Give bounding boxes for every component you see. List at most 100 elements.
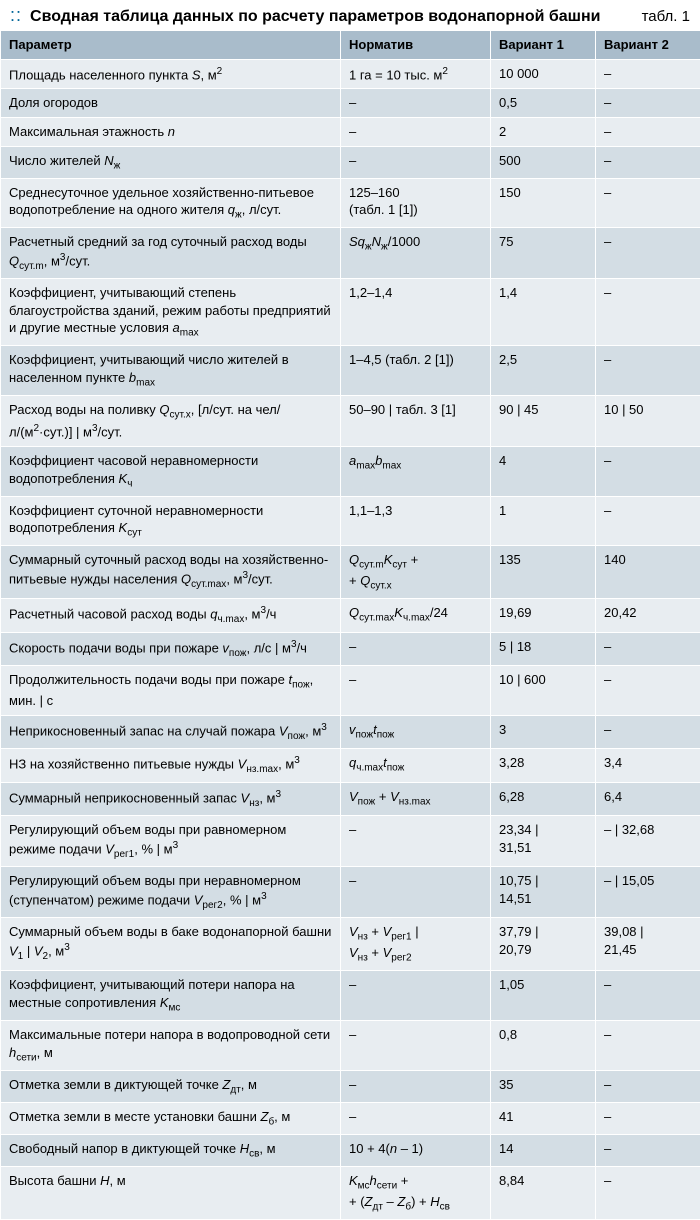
cell-norm: Kмсhсети ++ (Zдт – Zб) + Hсв [341,1166,491,1219]
cell-v1: 150 [491,178,596,228]
cell-norm: 1,1–1,3 [341,496,491,546]
cell-v2: – [596,715,700,748]
cell-param: Расчетный средний за год суточный расход… [1,228,341,279]
cell-v1: 2 [491,117,596,146]
cell-norm: Vпож + Vнз.max [341,782,491,815]
cell-v2: – [596,146,700,178]
cell-v1: 3 [491,715,596,748]
table-row: Отметка земли в диктующей точке Zдт, м–3… [1,1070,700,1102]
cell-v2: 3,4 [596,749,700,782]
cell-v1: 14 [491,1134,596,1166]
cell-v2: – [596,117,700,146]
cell-norm: – [341,867,491,918]
table-row: Регулирующий объем воды при равномерном … [1,816,700,867]
cell-v1: 6,28 [491,782,596,815]
cell-v2: – | 15,05 [596,867,700,918]
cell-v1: 41 [491,1102,596,1134]
cell-param: Отметка земли в диктующей точке Zдт, м [1,1070,341,1102]
cell-v2: – [596,59,700,89]
table-row: Коэффициент, учитывающий потери напора н… [1,971,700,1021]
cell-norm: – [341,1021,491,1071]
cell-v1: 2,5 [491,346,596,396]
cell-v1: 5 | 18 [491,632,596,665]
cell-v2: – [596,1070,700,1102]
caption-title: Сводная таблица данных по расчету параме… [30,8,642,26]
cell-v2: – [596,971,700,1021]
table-row: Максимальная этажность n–2– [1,117,700,146]
col-header-param: Параметр [1,31,341,60]
cell-param: Высота башни H, м [1,1166,341,1219]
caption-tag: табл. 1 [642,8,690,25]
cell-v2: – [596,447,700,497]
cell-norm: SqжNж/1000 [341,228,491,279]
cell-v1: 37,79 |20,79 [491,918,596,971]
table-row: Расход воды на поливку Qсут.x, [л/сут. н… [1,396,700,447]
table-row: Отметка земли в месте установки башни Zб… [1,1102,700,1134]
table-row: Коэффициент суточной неравномерности вод… [1,496,700,546]
cell-v1: 500 [491,146,596,178]
cell-v1: 135 [491,546,596,599]
cell-norm: qч.maxtпож [341,749,491,782]
cell-norm: – [341,632,491,665]
table-row: Расчетный средний за год суточный расход… [1,228,700,279]
cell-v1: 4 [491,447,596,497]
cell-param: Неприкосновенный запас на случай пожара … [1,715,341,748]
cell-norm: Qсут.mKсут ++ Qсут.x [341,546,491,599]
cell-norm: – [341,816,491,867]
cell-param: Коэффициент часовой неравномерности водо… [1,447,341,497]
cell-v2: – [596,228,700,279]
table-row: Коэффициент часовой неравномерности водо… [1,447,700,497]
cell-param: Коэффициент суточной неравномерности вод… [1,496,341,546]
table-row: Высота башни H, мKмсhсети ++ (Zдт – Zб) … [1,1166,700,1219]
table-row: Скорость подачи воды при пожаре vпож, л/… [1,632,700,665]
cell-v1: 35 [491,1070,596,1102]
col-header-norm: Норматив [341,31,491,60]
cell-norm: Vнз + Vрег1 |Vнз + Vрег2 [341,918,491,971]
table-row: Продолжительность подачи воды при пожаре… [1,666,700,716]
table-row: Суммарный неприкосновенный запас Vнз, м3… [1,782,700,815]
cell-v1: 75 [491,228,596,279]
cell-norm: amaxbmax [341,447,491,497]
data-table: Параметр Норматив Вариант 1 Вариант 2 Пл… [0,30,700,1220]
cell-param: Среднесуточное удельное хозяйственно-пит… [1,178,341,228]
cell-v2: – | 32,68 [596,816,700,867]
cell-v2: – [596,1102,700,1134]
cell-v2: – [596,1021,700,1071]
table-row: Коэффициент, учитывающий число жителей в… [1,346,700,396]
cell-v2: 20,42 [596,599,700,632]
cell-param: Суммарный суточный расход воды на хозяйс… [1,546,341,599]
cell-v1: 1,4 [491,279,596,346]
cell-norm: vпожtпож [341,715,491,748]
cell-param: Расчетный часовой расход воды qч.max, м3… [1,599,341,632]
table-row: Коэффициент, учитывающий степень благоус… [1,279,700,346]
cell-norm: 1–4,5 (табл. 2 [1]) [341,346,491,396]
col-header-v2: Вариант 2 [596,31,700,60]
table-row: Неприкосновенный запас на случай пожара … [1,715,700,748]
cell-v1: 1 [491,496,596,546]
cell-v2: – [596,178,700,228]
table-body: Площадь населенного пункта S, м21 га = 1… [1,59,700,1220]
cell-norm: Qсут.maxKч.max/24 [341,599,491,632]
table-row: Площадь населенного пункта S, м21 га = 1… [1,59,700,89]
cell-v1: 10,75 |14,51 [491,867,596,918]
cell-param: Площадь населенного пункта S, м2 [1,59,341,89]
cell-param: Максимальные потери напора в водопроводн… [1,1021,341,1071]
table-row: Суммарный объем воды в баке водонапорной… [1,918,700,971]
table-row: Регулирующий объем воды при неравномерно… [1,867,700,918]
table-row: НЗ на хозяйственно питьевые нужды Vнз.ma… [1,749,700,782]
cell-param: Коэффициент, учитывающий число жителей в… [1,346,341,396]
cell-norm: – [341,971,491,1021]
cell-norm: – [341,1070,491,1102]
cell-v1: 0,8 [491,1021,596,1071]
table-head: Параметр Норматив Вариант 1 Вариант 2 [1,31,700,60]
cell-norm: 1,2–1,4 [341,279,491,346]
cell-norm: – [341,89,491,118]
cell-norm: – [341,1102,491,1134]
cell-param: Скорость подачи воды при пожаре vпож, л/… [1,632,341,665]
cell-param: НЗ на хозяйственно питьевые нужды Vнз.ma… [1,749,341,782]
cell-param: Доля огородов [1,89,341,118]
cell-norm: 50–90 | табл. 3 [1] [341,396,491,447]
cell-param: Свободный напор в диктующей точке Hсв, м [1,1134,341,1166]
cell-param: Продолжительность подачи воды при пожаре… [1,666,341,716]
table-row: Максимальные потери напора в водопроводн… [1,1021,700,1071]
